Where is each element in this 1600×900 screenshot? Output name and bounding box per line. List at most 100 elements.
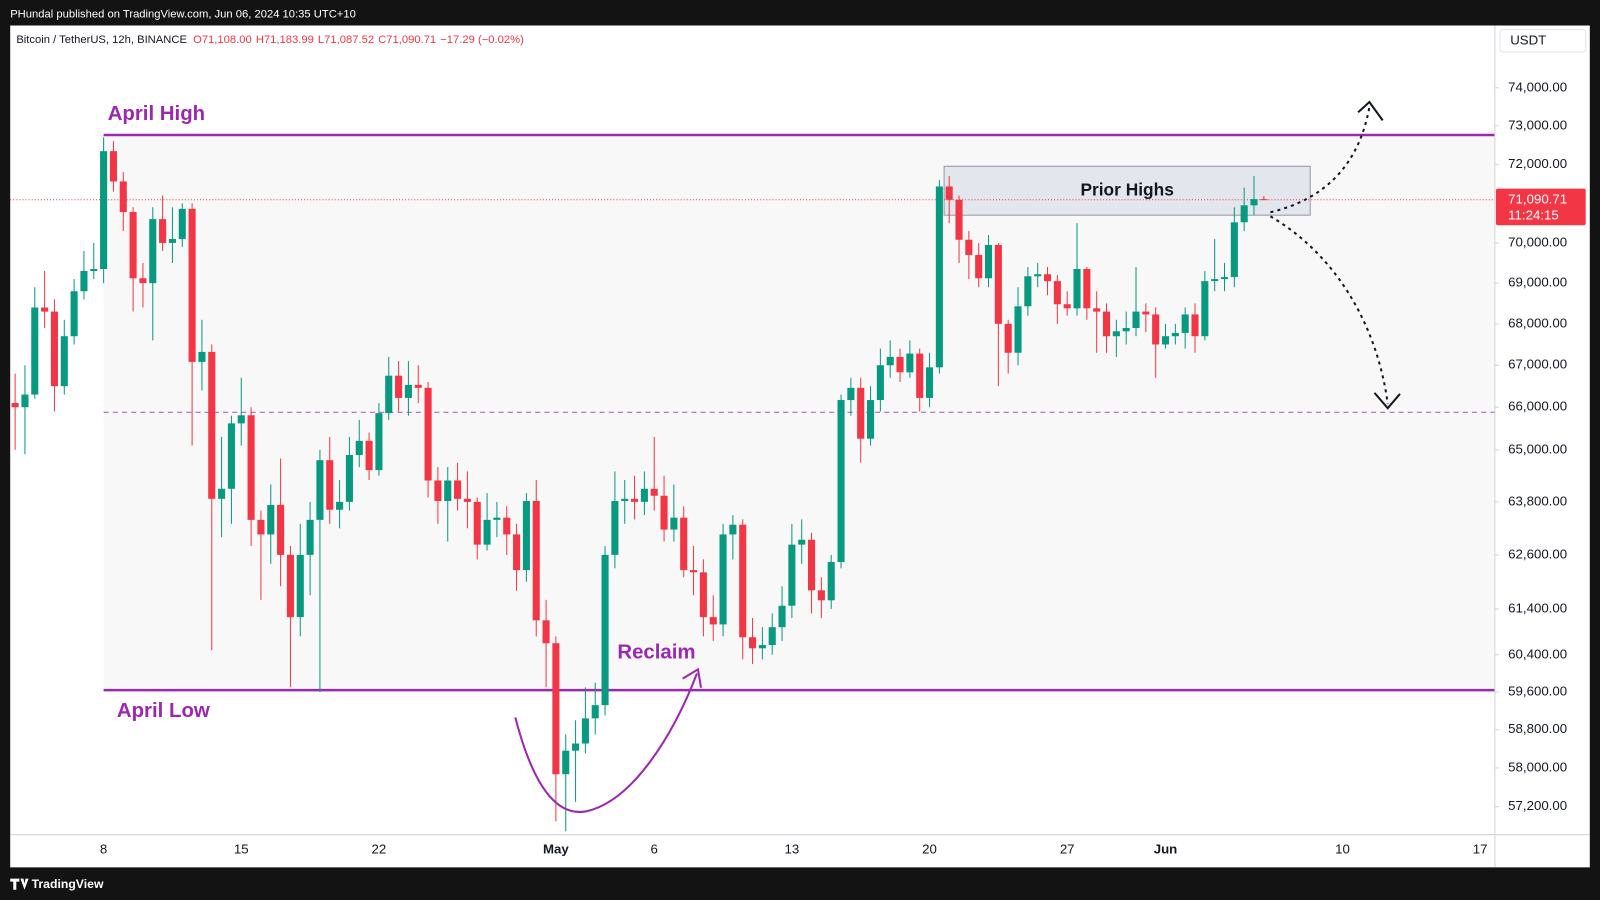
- candle-body: [50, 311, 58, 387]
- candle-body: [739, 524, 747, 638]
- ohlc-legend: O71,108.00: [193, 34, 252, 46]
- candle-body: [562, 750, 570, 775]
- candle-body: [1083, 268, 1091, 309]
- y-tick-label: 67,000.00: [1508, 357, 1567, 372]
- candle-body: [227, 423, 235, 489]
- candle-body: [1034, 274, 1042, 277]
- candle-body: [1004, 323, 1012, 353]
- candle-body: [1191, 314, 1199, 337]
- candle-body: [434, 480, 442, 501]
- april-high-label: April High: [108, 103, 205, 125]
- y-tick-label: 63,800.00: [1508, 493, 1567, 508]
- candle-body: [306, 519, 314, 555]
- candle-body: [1024, 276, 1032, 307]
- candle-body: [375, 413, 383, 471]
- candle-body: [1230, 222, 1238, 278]
- candle-body: [326, 460, 334, 510]
- candle-body: [296, 554, 304, 618]
- marks-layer: [11, 137, 1268, 832]
- candle-body: [1220, 277, 1229, 280]
- candle-body: [581, 718, 589, 744]
- candle-body: [444, 480, 452, 501]
- currency-box: [1499, 29, 1587, 53]
- candle-body: [159, 219, 167, 243]
- candle-body: [660, 495, 668, 530]
- candle-body: [699, 572, 707, 618]
- candle-body: [188, 208, 196, 362]
- candle-body: [21, 394, 29, 408]
- ohlc-legend: H71,183.99: [256, 34, 314, 46]
- candle-body: [778, 605, 786, 628]
- candle-body: [198, 351, 206, 362]
- x-tick-label: 6: [651, 842, 658, 857]
- candle-body: [247, 415, 255, 520]
- candle-body: [945, 186, 953, 200]
- x-tick-label: 13: [785, 842, 800, 857]
- candle-body: [1132, 311, 1140, 328]
- candle-body: [719, 534, 727, 625]
- y-tick-label: 68,000.00: [1508, 315, 1567, 330]
- candle-body: [650, 488, 658, 496]
- up-arrowhead: [1357, 100, 1384, 122]
- candle-body: [975, 254, 983, 279]
- candle-body: [994, 244, 1002, 324]
- candle-body: [237, 415, 245, 424]
- candle-body: [404, 384, 412, 398]
- candle-body: [640, 488, 648, 502]
- x-tick-label: 10: [1335, 842, 1350, 857]
- y-tick-label: 57,200.00: [1508, 798, 1567, 813]
- candle-body: [60, 336, 68, 387]
- y-tick-label: 70,000.00: [1508, 234, 1567, 249]
- candle-body: [414, 384, 422, 388]
- candle-body: [670, 517, 678, 530]
- background-layer: [10, 133, 1495, 692]
- candle-body: [395, 375, 403, 398]
- candle-body: [1102, 311, 1111, 337]
- candle-body: [90, 268, 98, 272]
- candle-body: [886, 356, 894, 366]
- y-tick-label: 59,600.00: [1508, 683, 1567, 698]
- symbol-legend: Bitcoin / TetherUS, 12h, BINANCE: [16, 34, 187, 46]
- candle-body: [768, 627, 776, 646]
- candle-body: [365, 440, 373, 471]
- candle-body: [513, 534, 521, 571]
- y-tick-label: 69,000.00: [1508, 275, 1567, 290]
- publish-note: PHundal published on TradingView.com, Ju…: [10, 8, 356, 20]
- candle-body: [611, 500, 619, 555]
- reclaim-label: Reclaim: [617, 641, 695, 663]
- x-tick-label: 15: [234, 842, 249, 857]
- candle-body: [70, 291, 78, 337]
- candle-body: [876, 365, 884, 401]
- candle-body: [1211, 279, 1219, 282]
- scenario-arrows: [1269, 100, 1401, 410]
- candle-body: [463, 498, 471, 502]
- candle-body: [129, 212, 137, 279]
- candle-body: [925, 367, 934, 398]
- candle-body: [336, 501, 344, 510]
- candle-body: [729, 524, 737, 535]
- down-arrowhead: [1373, 392, 1401, 410]
- candle-body: [916, 353, 924, 398]
- candle-body: [788, 544, 796, 606]
- candle-body: [1043, 274, 1052, 282]
- candle-body: [149, 219, 157, 284]
- down-arrow: [1269, 215, 1389, 405]
- candle-body: [1093, 308, 1101, 312]
- candle-body: [473, 501, 481, 545]
- y-tick-label: 74,000.00: [1508, 79, 1567, 94]
- candle-body: [827, 562, 835, 601]
- candle-body: [808, 539, 816, 591]
- last-price-box: [1495, 188, 1586, 226]
- candle-body: [286, 554, 294, 618]
- candle-body: [935, 186, 943, 368]
- candle-body: [857, 387, 865, 439]
- candle-body: [955, 199, 963, 240]
- currency-label: USDT: [1510, 32, 1546, 47]
- candle-body: [109, 151, 117, 182]
- candle-body: [257, 519, 265, 535]
- candle-body: [1122, 327, 1130, 332]
- candle-body: [1073, 268, 1081, 309]
- reclaim-arrowhead: [682, 667, 703, 688]
- candle-body: [119, 181, 127, 213]
- candle-body: [984, 244, 993, 279]
